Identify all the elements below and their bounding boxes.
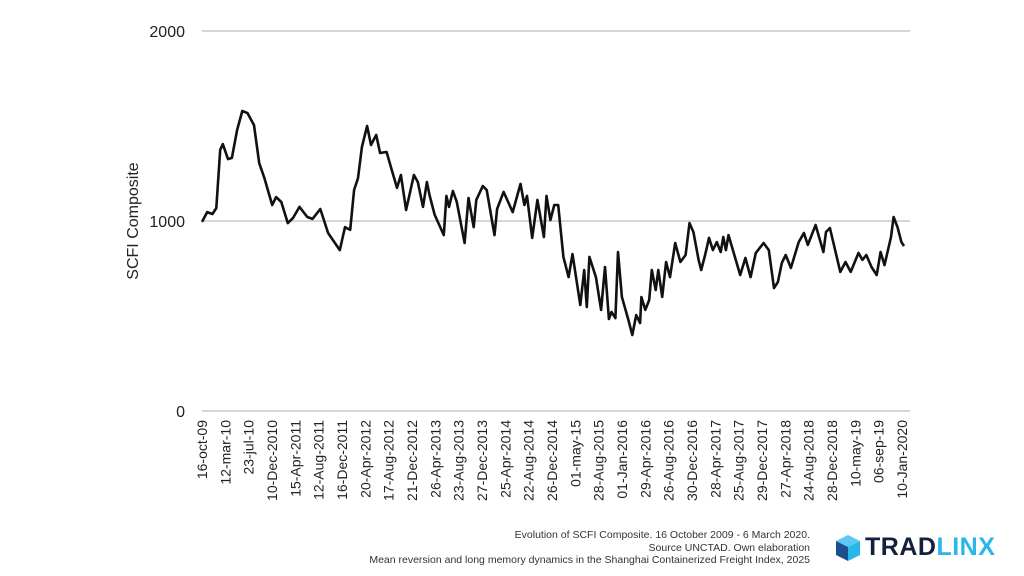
x-tick-label: 26-Dec-2014 bbox=[544, 420, 560, 501]
x-tick-label: 29-Apr-2016 bbox=[637, 420, 653, 498]
caption-line-3: Mean reversion and long memory dynamics … bbox=[369, 554, 810, 566]
x-tick-label: 26-Apr-2013 bbox=[427, 420, 443, 498]
x-tick-label: 10-Dec-2010 bbox=[264, 420, 280, 501]
x-tick-label: 16-Dec-2011 bbox=[334, 420, 350, 500]
logo-text-linx: LINX bbox=[936, 533, 996, 561]
x-tick-label: 28-Apr-2017 bbox=[707, 420, 723, 498]
x-tick-label: 27-Apr-2018 bbox=[777, 420, 793, 498]
x-tick-label: 22-Aug-2014 bbox=[521, 420, 537, 501]
x-tick-label: 26-Aug-2016 bbox=[661, 420, 677, 501]
y-axis-label: SCFI Composite bbox=[125, 162, 142, 279]
y-tick-label: 0 bbox=[176, 404, 185, 421]
tradlinx-logo: TRADLINX bbox=[835, 533, 995, 562]
x-tick-label: 25-Aug-2017 bbox=[731, 420, 747, 501]
logo-text: TRADLINX bbox=[865, 533, 995, 562]
x-tick-label: 06-sep-19 bbox=[871, 420, 887, 483]
x-tick-label: 16-oct-09 bbox=[194, 420, 210, 479]
x-tick-label: 12-Aug-2011 bbox=[311, 420, 327, 500]
x-tick-label: 21-Dec-2012 bbox=[404, 420, 420, 501]
x-tick-label: 01-may-15 bbox=[567, 420, 583, 487]
series-line-scfi-composite bbox=[200, 109, 906, 337]
gridlines bbox=[202, 30, 910, 412]
x-tick-label: 29-Dec-2017 bbox=[754, 420, 770, 501]
x-tick-label: 01-Jan-2016 bbox=[614, 420, 630, 499]
x-tick-label: 23-jul-10 bbox=[241, 420, 257, 475]
x-tick-label: 15-Apr-2011 bbox=[287, 420, 303, 497]
logo-text-trad: TRAD bbox=[865, 533, 937, 561]
y-tick-label: 1000 bbox=[149, 214, 185, 231]
x-tick-label: 10-Jan-2020 bbox=[894, 420, 910, 499]
caption: Evolution of SCFI Composite. 16 October … bbox=[369, 529, 810, 567]
x-tick-label: 30-Dec-2016 bbox=[684, 420, 700, 501]
x-tick-label: 27-Dec-2013 bbox=[474, 420, 490, 501]
x-tick-label: 12-mar-10 bbox=[217, 420, 233, 485]
y-tick-labels: 0 1000 2000 bbox=[149, 24, 185, 421]
caption-line-1: Evolution of SCFI Composite. 16 October … bbox=[514, 529, 810, 541]
x-tick-label: 17-Aug-2012 bbox=[381, 420, 397, 501]
x-tick-label: 23-Aug-2013 bbox=[451, 420, 467, 501]
x-tick-label: 20-Apr-2012 bbox=[357, 420, 373, 498]
x-tick-label: 10-may-19 bbox=[847, 420, 863, 487]
caption-line-2: Source UNCTAD. Own elaboration bbox=[648, 541, 810, 554]
x-tick-labels: 16-oct-09 12-mar-10 23-jul-10 10-Dec-2010 15… bbox=[194, 420, 910, 501]
series-lines bbox=[200, 109, 906, 337]
x-tick-label: 28-Aug-2015 bbox=[591, 420, 607, 501]
x-tick-label: 25-Apr-2014 bbox=[497, 420, 513, 498]
x-tick-label: 28-Dec-2018 bbox=[824, 420, 840, 501]
x-tick-label: 24-Aug-2018 bbox=[801, 420, 817, 501]
y-tick-label: 2000 bbox=[149, 24, 185, 41]
cube-icon bbox=[836, 534, 860, 561]
